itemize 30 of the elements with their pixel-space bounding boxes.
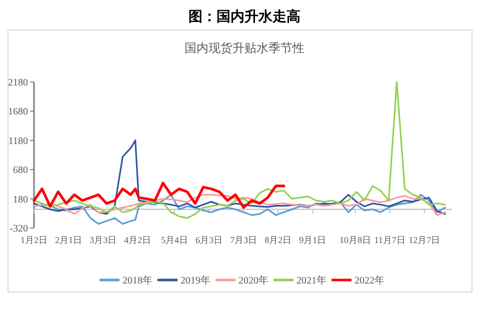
legend-label: 2022年	[354, 274, 384, 286]
line-series	[33, 194, 446, 225]
x-tick-label: 1月2日	[20, 235, 48, 245]
x-tick-label: 10月8日	[340, 235, 372, 245]
line-series	[33, 194, 446, 216]
chart-title: 图：国内升水走高	[188, 8, 300, 25]
chart-subtitle: 国内现货升贴水季节性	[184, 41, 304, 55]
x-tick-label: 3月3日	[90, 235, 117, 245]
x-tick-label: 5月4日	[160, 235, 188, 245]
x-tick-label: 8月2日	[264, 235, 292, 245]
x-tick-label: 6月3日	[196, 235, 223, 245]
line-series	[33, 140, 446, 215]
legend-label: 2021年	[296, 274, 326, 286]
y-tick-label: -320	[10, 224, 28, 234]
x-tick-label: 7月3日	[230, 235, 258, 245]
y-tick-label: 1680	[8, 106, 28, 118]
legend-label: 2018年	[122, 274, 152, 286]
x-tick-label: 11月7日	[374, 235, 406, 245]
legend-label: 2019年	[180, 274, 210, 286]
y-tick-label: 680	[13, 165, 28, 176]
y-tick-label: 1180	[8, 136, 28, 147]
y-tick-label: 2180	[8, 78, 28, 88]
line-series	[32, 182, 286, 209]
x-tick-label: 2月1日	[55, 235, 82, 245]
x-tick-label: 4月2日	[124, 235, 152, 245]
legend-label: 2020年	[238, 274, 268, 286]
line-series	[33, 81, 446, 219]
y-tick-label: 180	[13, 194, 28, 206]
x-tick-label: 9月1日	[299, 235, 326, 245]
x-tick-label: 12月7日	[408, 235, 440, 245]
